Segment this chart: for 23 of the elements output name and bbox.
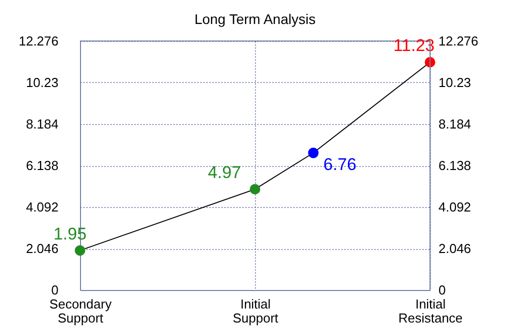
chart-title: Long Term Analysis [194, 11, 316, 27]
y-tick-label: 6.138 [26, 158, 58, 173]
data-label: 6.76 [323, 154, 356, 174]
y-tick-label: 2.046 [26, 241, 58, 256]
y2-tick-label: 8.184 [438, 116, 472, 132]
y-tick-label: 12.276 [18, 34, 58, 48]
y-tick-label: 0 [51, 282, 58, 298]
y2-tick-label: 10.23 [438, 75, 472, 90]
y2-tick-label: 6.138 [438, 158, 472, 173]
x-tick-label: Secondary Support [49, 296, 112, 326]
point [250, 184, 260, 194]
point [74, 245, 86, 256]
x-tick-label: Initial Support [232, 296, 279, 326]
y2-tick-label: 4.092 [438, 200, 472, 214]
x-tick-label: Initial Resistance [398, 296, 463, 326]
y2-tick-label: 2.046 [438, 241, 472, 256]
y-tick-label: 4.092 [26, 200, 58, 214]
y-tick-label: 8.184 [26, 116, 58, 132]
y-tick-label: 10.23 [26, 75, 58, 90]
y2-tick-label: 0 [438, 282, 446, 298]
data-label: 4.97 [208, 163, 241, 182]
point [308, 148, 319, 158]
y2-tick-label: 12.276 [438, 34, 478, 48]
